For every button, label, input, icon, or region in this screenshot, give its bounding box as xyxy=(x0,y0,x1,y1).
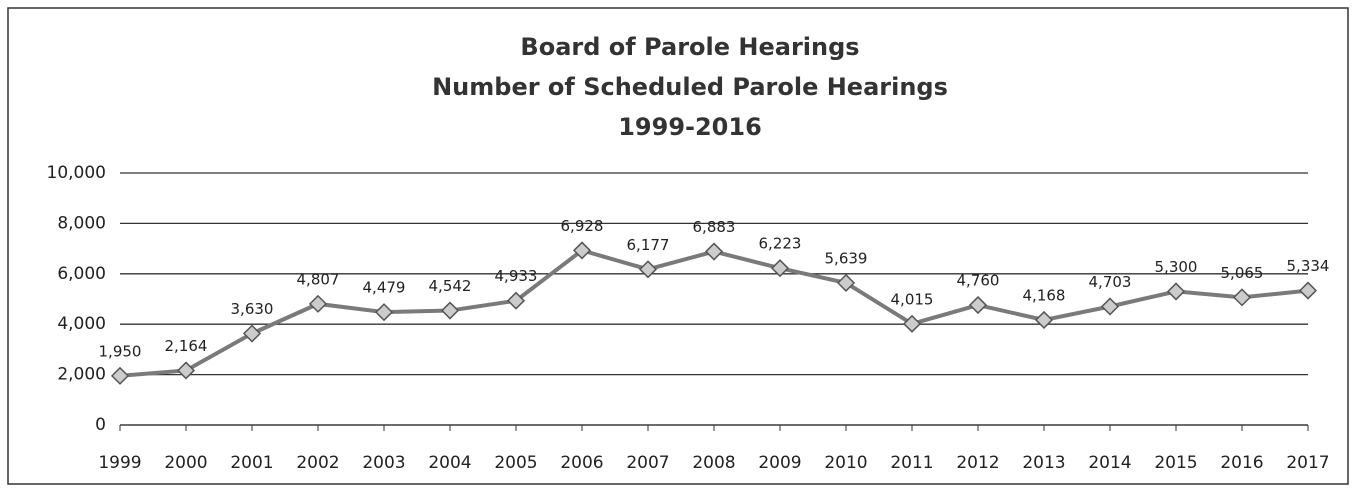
y-tick-label: 2,000 xyxy=(57,365,106,385)
marker xyxy=(506,291,526,310)
y-tick-label: 8,000 xyxy=(57,213,106,233)
x-tick-label: 2011 xyxy=(890,453,933,473)
y-tick-label: 4,000 xyxy=(57,314,106,334)
marker xyxy=(308,294,328,313)
x-tick-label: 2002 xyxy=(296,453,339,473)
y-tick-label: 6,000 xyxy=(57,264,106,284)
chart-period: 1999-2016 xyxy=(618,113,762,141)
data-label: 1,950 xyxy=(99,342,142,360)
x-tick-label: 2009 xyxy=(758,453,801,473)
y-tick-label: 10,000 xyxy=(47,163,106,183)
x-tick-label: 2008 xyxy=(692,453,735,473)
x-tick-label: 2017 xyxy=(1286,453,1329,473)
x-tick-label: 2001 xyxy=(230,453,273,473)
data-label: 6,177 xyxy=(627,236,670,254)
marker xyxy=(176,361,196,380)
marker xyxy=(1232,288,1252,307)
data-label: 4,479 xyxy=(363,279,406,297)
x-tick-label: 2012 xyxy=(956,453,999,473)
x-tick-label: 2016 xyxy=(1220,453,1263,473)
marker xyxy=(1298,281,1318,300)
marker xyxy=(440,301,460,320)
series-line xyxy=(119,248,1309,378)
x-tick-label: 2007 xyxy=(626,453,669,473)
marker xyxy=(770,259,790,278)
x-tick-label: 1999 xyxy=(98,453,141,473)
data-label: 5,639 xyxy=(825,249,868,267)
marker xyxy=(1100,297,1120,316)
x-tick-label: 2004 xyxy=(428,453,471,473)
x-tick-label: 2015 xyxy=(1154,453,1197,473)
x-tick-label: 2006 xyxy=(560,453,603,473)
marker xyxy=(638,260,658,279)
data-label: 4,542 xyxy=(429,277,472,295)
data-label: 5,334 xyxy=(1287,257,1330,275)
data-label: 4,933 xyxy=(495,267,538,285)
data-label: 4,760 xyxy=(957,272,1000,290)
x-tick-label: 2014 xyxy=(1088,453,1131,473)
data-label: 5,300 xyxy=(1155,258,1198,276)
data-label: 4,015 xyxy=(891,290,934,308)
x-tick-label: 2013 xyxy=(1022,453,1065,473)
y-tick-label: 0 xyxy=(95,415,106,435)
data-label: 6,223 xyxy=(759,235,802,253)
marker xyxy=(110,366,130,385)
marker xyxy=(968,295,988,315)
x-tick-label: 2003 xyxy=(362,453,405,473)
marker xyxy=(572,241,592,260)
chart-title: Board of Parole Hearings xyxy=(520,33,859,61)
chart-subtitle: Number of Scheduled Parole Hearings xyxy=(432,73,948,101)
x-tick-label: 2010 xyxy=(824,453,867,473)
data-label: 4,168 xyxy=(1023,286,1066,304)
x-tick-label: 2000 xyxy=(164,453,207,473)
data-label: 6,883 xyxy=(693,218,736,236)
chart-frame xyxy=(7,7,1349,485)
marker xyxy=(902,314,922,333)
data-label: 5,065 xyxy=(1221,264,1264,282)
data-label: 2,164 xyxy=(165,337,208,355)
data-label: 6,928 xyxy=(561,217,604,235)
data-label: 4,703 xyxy=(1089,273,1132,291)
x-tick-label: 2005 xyxy=(494,453,537,473)
marker xyxy=(836,273,856,292)
marker xyxy=(704,242,724,261)
marker xyxy=(1034,310,1054,330)
data-label: 3,630 xyxy=(231,300,274,318)
marker xyxy=(242,324,262,343)
marker xyxy=(374,303,394,322)
marker xyxy=(1166,282,1186,301)
data-label: 4,807 xyxy=(297,270,340,288)
